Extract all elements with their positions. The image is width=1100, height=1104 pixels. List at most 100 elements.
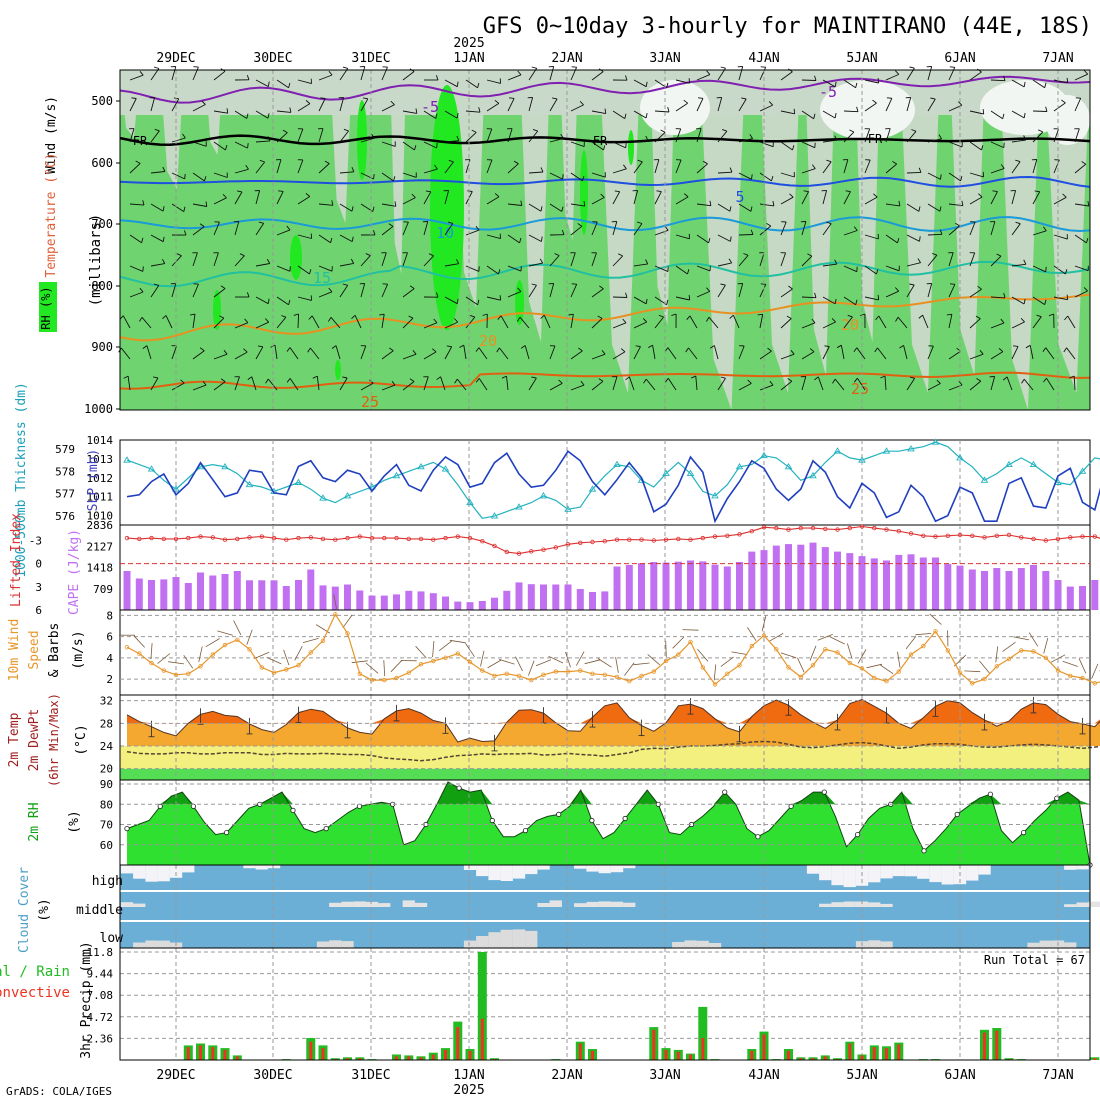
precip-conv-bar (395, 1056, 398, 1060)
date-label-top: 6JAN (944, 51, 975, 66)
cloud-low-cell (501, 930, 513, 948)
isotherm-label: 5 (735, 188, 744, 206)
wind-barb-10m (384, 660, 385, 676)
cape-bar (222, 574, 229, 610)
wind-barb-feather (698, 98, 703, 99)
wind-barb-feather (532, 67, 537, 68)
cloud-unit-label: (%) (37, 898, 52, 921)
cloud-low-cell (1027, 943, 1039, 948)
precip-conv-bar (469, 1051, 472, 1060)
rh-moist-patch (335, 360, 341, 380)
precip-conv-bar (665, 1050, 668, 1060)
wind-barb-10m (1003, 642, 1016, 651)
cloud-mid-cell (550, 900, 562, 907)
wind-barb (613, 297, 627, 298)
wind-barb-10m (247, 630, 252, 645)
wind-barb (907, 172, 921, 173)
li-axis-label: Lifted Index (9, 513, 24, 607)
precip-conv-bar (897, 1044, 900, 1060)
cape-bar (528, 584, 535, 610)
cape-bar (1006, 571, 1013, 610)
cloud-high-cell (905, 865, 917, 876)
cape-bar (981, 571, 988, 610)
cloud-high-cell (978, 865, 990, 875)
cloud-low-cell (684, 940, 696, 948)
year-label-bottom: 2025 (453, 1083, 484, 1098)
cloud-mid-cell (586, 902, 598, 907)
cloud-high-cell (158, 865, 170, 881)
rh-dry-top (120, 70, 1090, 115)
rh-very-dry-patch (1045, 95, 1090, 145)
wind-barb-feather (689, 295, 690, 300)
cape-bar (589, 592, 596, 610)
precip-conv-bar (309, 1042, 312, 1060)
temp-label-2: 2m DewPt (27, 709, 42, 772)
cape-bar (859, 556, 866, 610)
cloud-mid-cell (366, 902, 378, 907)
cape-bar (785, 544, 792, 610)
rh-area (127, 782, 1090, 865)
date-label-top: 1JAN (453, 51, 484, 66)
cape-bar (491, 598, 498, 610)
cape-bar (944, 564, 951, 610)
wind-barb-10m (1029, 633, 1037, 647)
wind-barb-10m (769, 633, 783, 641)
cloud-low-cell (133, 943, 145, 949)
wind-barb-10m (516, 657, 523, 671)
cape-bar (209, 576, 216, 611)
rh-point (922, 849, 926, 853)
wind-barb-feather (374, 174, 375, 179)
wind-barb-feather (947, 314, 952, 315)
rh-point (590, 818, 594, 822)
cloud-low-cell (488, 932, 500, 948)
wind-barb-feather (154, 67, 159, 68)
cloud-high-cell (929, 865, 941, 882)
cloud-mid-cell (831, 902, 843, 907)
cloud-low-cell (158, 941, 170, 948)
precip-conv-bar (224, 1050, 227, 1060)
cloud-high-cell (121, 865, 133, 873)
wind-barb-10m (576, 652, 584, 666)
cape-bar (1067, 587, 1074, 610)
cape-bar (246, 580, 253, 610)
cape-tick-label: 709 (93, 583, 113, 596)
wind-barb (802, 80, 816, 81)
cloud-low-cell (1064, 942, 1076, 948)
rh-point (988, 792, 992, 796)
rh-point (291, 808, 295, 812)
temp-tick-label: 28 (100, 717, 113, 730)
cape-bar (271, 580, 278, 610)
wind-barb-feather (563, 174, 564, 179)
cape-bar (393, 594, 400, 610)
cape-bar (173, 577, 180, 610)
precip-conv-bar (885, 1048, 888, 1060)
wind-barb-feather (689, 78, 690, 83)
wind-barb-10m (206, 639, 220, 647)
rh-axis-label: RH (%) (39, 286, 53, 329)
isotherm-label: 20 (841, 316, 859, 334)
wind-barb-10m (366, 663, 378, 673)
rh-very-dry-patch (640, 80, 710, 135)
wind-barb-10m (585, 660, 601, 664)
cloud-high-cell (586, 865, 598, 872)
cape-bar (454, 602, 461, 610)
cape-bar (920, 558, 927, 611)
wind-barb-10m (634, 663, 650, 665)
cape-bar (577, 589, 584, 610)
precip-conv-bar (824, 1056, 827, 1060)
cape-bar (969, 570, 976, 611)
cape-bar (442, 597, 449, 611)
cape-bar (883, 561, 890, 611)
isotherm-label: 15 (313, 269, 331, 287)
precip-conv-bar (211, 1047, 214, 1060)
cloud-mid-cell (354, 901, 366, 907)
cape-axis-label: CAPE (J/kg) (67, 529, 82, 615)
date-label-bottom: 6JAN (944, 1068, 975, 1083)
cape-bar (479, 601, 486, 610)
cape-bar (185, 583, 192, 610)
wind-barb-10m (466, 643, 475, 656)
precip-conv-bar (199, 1045, 202, 1060)
li-tick-label: -3 (29, 534, 42, 547)
